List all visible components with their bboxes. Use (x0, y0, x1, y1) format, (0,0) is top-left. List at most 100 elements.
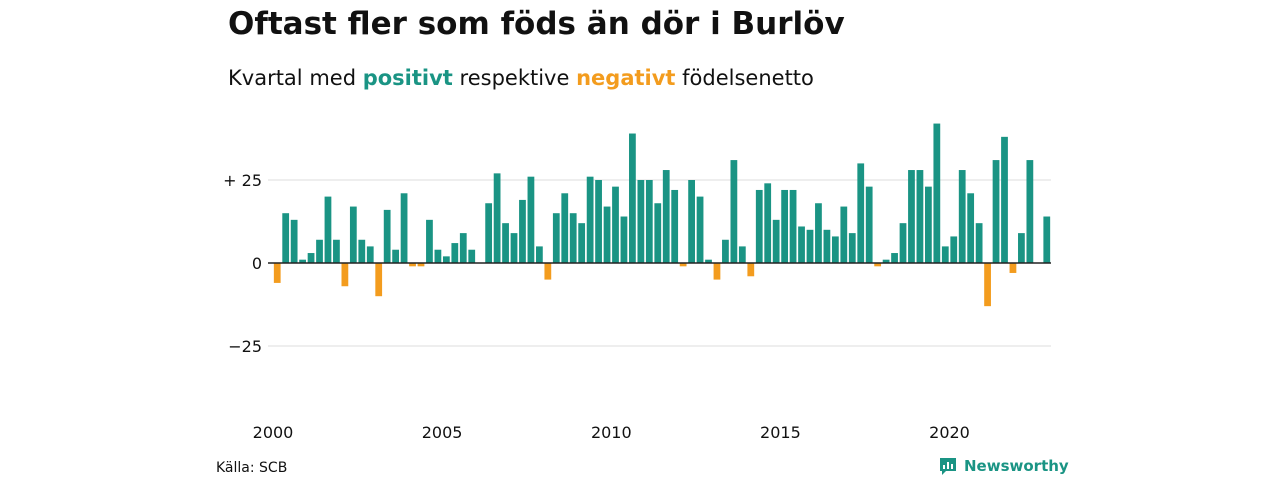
negative-bar (375, 263, 383, 297)
positive-bar (975, 223, 983, 263)
positive-bar (933, 123, 941, 263)
positive-bar (738, 246, 746, 263)
positive-bar (688, 180, 695, 263)
negative-bar (1009, 263, 1017, 273)
positive-bar (561, 193, 569, 263)
positive-bar (536, 246, 543, 263)
y-tick-label: −25 (228, 337, 262, 356)
positive-bar (586, 176, 594, 263)
positive-bar (865, 186, 873, 263)
positive-bar (722, 239, 729, 263)
negative-bar (874, 263, 882, 267)
subtitle-negative-word: negativt (576, 66, 676, 90)
positive-bar (603, 206, 611, 263)
positive-bar (916, 170, 924, 263)
positive-bar (434, 249, 442, 263)
negative-bar (544, 263, 552, 280)
negative-bar (273, 263, 281, 283)
positive-bar (1043, 216, 1051, 263)
positive-bar (1018, 233, 1025, 263)
positive-bar (299, 259, 306, 263)
positive-bar (662, 170, 670, 263)
positive-bar (493, 173, 501, 263)
positive-bar (333, 239, 340, 263)
positive-bar (696, 196, 704, 263)
negative-bar (984, 263, 991, 307)
positive-bar (383, 209, 391, 263)
positive-bar (908, 170, 915, 263)
positive-bar (798, 226, 805, 263)
brand-logo: Newsworthy (938, 456, 1069, 476)
x-tick-label: 2010 (591, 423, 632, 442)
source-note: Källa: SCB (216, 460, 288, 476)
negative-bar (713, 263, 721, 280)
positive-bar (282, 213, 290, 263)
positive-bar (595, 180, 602, 263)
positive-bar (823, 229, 831, 263)
positive-bar (527, 176, 535, 263)
positive-bar (848, 233, 856, 263)
negative-bar (417, 263, 425, 267)
positive-bar (992, 160, 1000, 263)
positive-bar (629, 133, 636, 263)
chart-title: Oftast fler som föds än dör i Burlöv (228, 6, 845, 42)
positive-bar (1001, 136, 1008, 263)
positive-bar (502, 223, 509, 263)
positive-bar (764, 183, 772, 263)
positive-bar (815, 203, 822, 263)
negative-bar (409, 263, 416, 267)
positive-bar (552, 213, 560, 263)
positive-bar (831, 236, 839, 263)
positive-bar (645, 180, 653, 263)
positive-bar (451, 243, 459, 263)
newsworthy-logo-icon (940, 458, 956, 475)
positive-bar (485, 203, 493, 263)
positive-bar (578, 223, 586, 263)
x-tick-label: 2000 (253, 423, 294, 442)
positive-bar (840, 206, 848, 263)
positive-bar (637, 180, 645, 263)
brand-name: Newsworthy (964, 457, 1069, 475)
positive-bar (316, 239, 323, 263)
positive-bar (806, 229, 814, 263)
x-tick-label: 2020 (929, 423, 970, 442)
positive-bar (891, 253, 898, 263)
positive-bar (671, 189, 679, 263)
bar-chart: + 25 0 −25 2000 2005 2010 2015 2020 (223, 123, 1051, 442)
negative-bar (679, 263, 687, 267)
subtitle-suffix: födelsenetto (682, 66, 814, 90)
positive-bar (569, 213, 577, 263)
positive-bar (358, 239, 366, 263)
positive-bar (620, 216, 628, 263)
positive-bar (958, 170, 966, 263)
positive-bar (366, 246, 374, 263)
positive-bar (857, 163, 865, 263)
subtitle-prefix: Kvartal med (228, 66, 357, 90)
positive-bar (392, 249, 400, 263)
positive-bar (941, 246, 949, 263)
positive-bar (789, 189, 797, 263)
positive-bar (426, 219, 433, 263)
x-tick-label: 2015 (760, 423, 801, 442)
positive-bar (307, 253, 315, 263)
positive-bar (290, 219, 298, 263)
positive-bar (755, 189, 763, 263)
positive-bar (899, 223, 907, 263)
chart-subtitle: Kvartal med positivt respektive negativt… (228, 66, 814, 90)
positive-bar (950, 236, 958, 263)
subtitle-middle: respektive (459, 66, 570, 90)
y-tick-label: 0 (252, 254, 262, 273)
positive-bar (882, 259, 890, 263)
positive-bar (705, 259, 712, 263)
positive-bar (400, 193, 408, 263)
positive-bar (468, 249, 476, 263)
positive-bar (654, 203, 662, 263)
negative-bar (341, 263, 349, 287)
positive-bar (925, 186, 932, 263)
positive-bar (510, 233, 518, 263)
positive-bar (967, 193, 975, 263)
positive-bar (519, 199, 526, 263)
positive-bar (730, 160, 738, 263)
x-tick-label: 2005 (422, 423, 463, 442)
positive-bar (772, 219, 780, 263)
